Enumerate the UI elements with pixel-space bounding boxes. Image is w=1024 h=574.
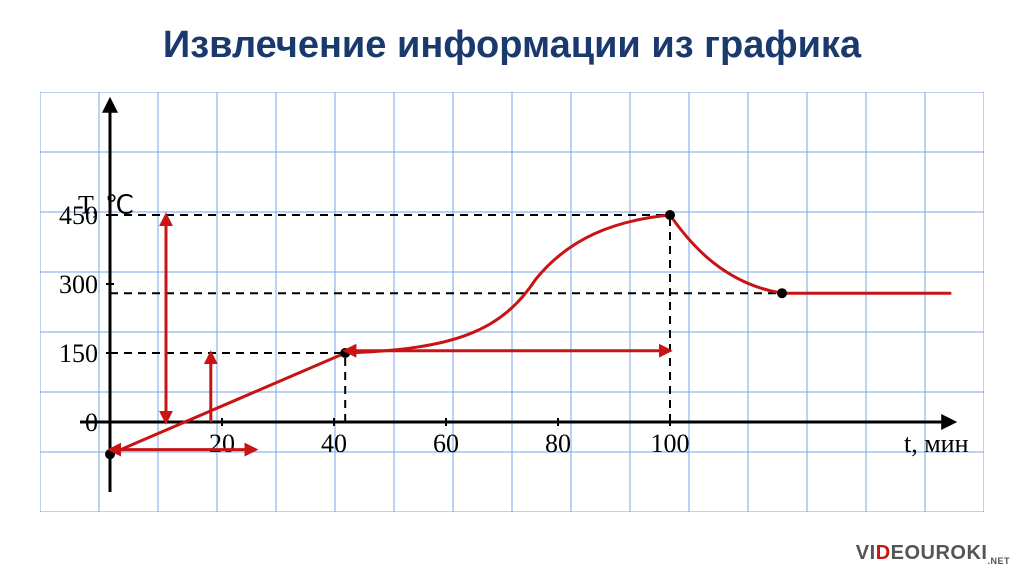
svg-text:0: 0 (85, 408, 98, 437)
watermark-d: D (876, 542, 891, 564)
svg-text:60: 60 (433, 429, 459, 458)
svg-text:t, мин: t, мин (904, 429, 969, 458)
svg-text:40: 40 (321, 429, 347, 458)
watermark-vi: VI (856, 542, 876, 564)
svg-text:100: 100 (651, 429, 690, 458)
watermark: VIDEOUROKI.NET (856, 542, 1010, 566)
svg-text:300: 300 (59, 270, 98, 299)
chart-container: 204060801000150300450T, ℃t, мин (40, 92, 984, 512)
watermark-rest: EOUROKI (891, 542, 988, 564)
svg-text:150: 150 (59, 339, 98, 368)
watermark-net: .NET (987, 556, 1010, 566)
chart-svg: 204060801000150300450T, ℃t, мин (40, 92, 984, 512)
svg-text:20: 20 (209, 429, 235, 458)
svg-text:80: 80 (545, 429, 571, 458)
page-title: Извлечение информации из графика (0, 0, 1024, 77)
